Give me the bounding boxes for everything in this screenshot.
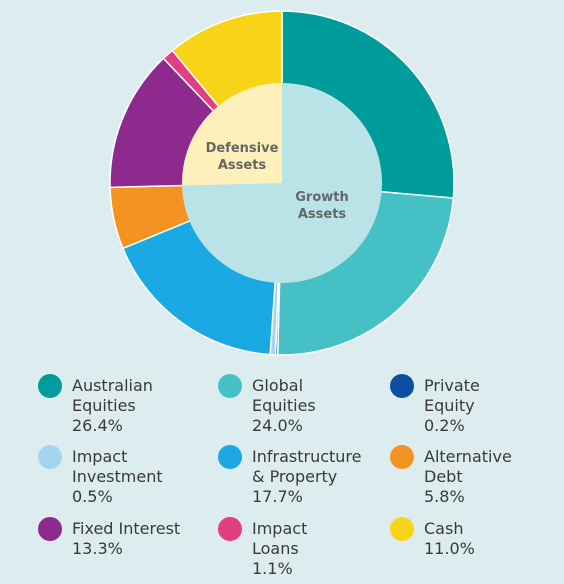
legend-item: Private Equity 0.2%	[390, 374, 519, 436]
inner-label: Growth Assets	[295, 190, 349, 222]
legend-swatch	[390, 517, 414, 541]
legend-label: Infrastructure & Property	[252, 447, 362, 486]
inner-slice	[182, 83, 282, 186]
legend-text: Australian Equities 26.4%	[72, 376, 197, 436]
legend-text: Impact Loans 1.1%	[252, 519, 357, 579]
legend-item: Infrastructure & Property 17.7%	[218, 445, 362, 507]
legend-text: Impact Investment 0.5%	[72, 447, 197, 507]
legend-text: Infrastructure & Property 17.7%	[252, 447, 362, 507]
legend-value: 26.4%	[72, 416, 123, 435]
legend-swatch	[390, 445, 414, 469]
legend-swatch	[218, 517, 242, 541]
legend-text: Cash 11.0%	[424, 519, 519, 559]
legend-swatch	[38, 445, 62, 469]
legend-item: Impact Investment 0.5%	[38, 445, 197, 507]
legend-value: 0.2%	[424, 416, 465, 435]
legend-value: 17.7%	[252, 487, 303, 506]
legend-text: Alternative Debt 5.8%	[424, 447, 519, 507]
legend-label: Cash	[424, 519, 464, 538]
legend-item: Global Equities 24.0%	[218, 374, 357, 436]
legend-item: Alternative Debt 5.8%	[390, 445, 519, 507]
legend-text: Fixed Interest 13.3%	[72, 519, 197, 559]
legend-item: Cash 11.0%	[390, 517, 519, 559]
legend-item: Impact Loans 1.1%	[218, 517, 357, 579]
legend-label: Alternative Debt	[424, 447, 512, 486]
inner-label: Defensive Assets	[205, 141, 279, 173]
legend-swatch	[38, 374, 62, 398]
legend-text: Global Equities 24.0%	[252, 376, 357, 436]
legend-label: Australian Equities	[72, 376, 153, 415]
legend-swatch	[218, 374, 242, 398]
legend-item: Fixed Interest 13.3%	[38, 517, 197, 559]
legend-value: 5.8%	[424, 487, 465, 506]
legend-swatch	[390, 374, 414, 398]
legend-label: Fixed Interest	[72, 519, 181, 538]
legend-item: Australian Equities 26.4%	[38, 374, 197, 436]
legend-value: 13.3%	[72, 539, 123, 558]
legend-value: 11.0%	[424, 539, 475, 558]
legend-value: 1.1%	[252, 559, 293, 578]
legend-label: Impact Loans	[252, 519, 308, 558]
legend-swatch	[218, 445, 242, 469]
inner-slice	[182, 83, 383, 283]
legend-label: Impact Investment	[72, 447, 163, 486]
legend-text: Private Equity 0.2%	[424, 376, 519, 436]
legend-value: 0.5%	[72, 487, 113, 506]
legend-label: Global Equities	[252, 376, 316, 415]
legend-label: Private Equity	[424, 376, 480, 415]
legend-value: 24.0%	[252, 416, 303, 435]
legend-swatch	[38, 517, 62, 541]
